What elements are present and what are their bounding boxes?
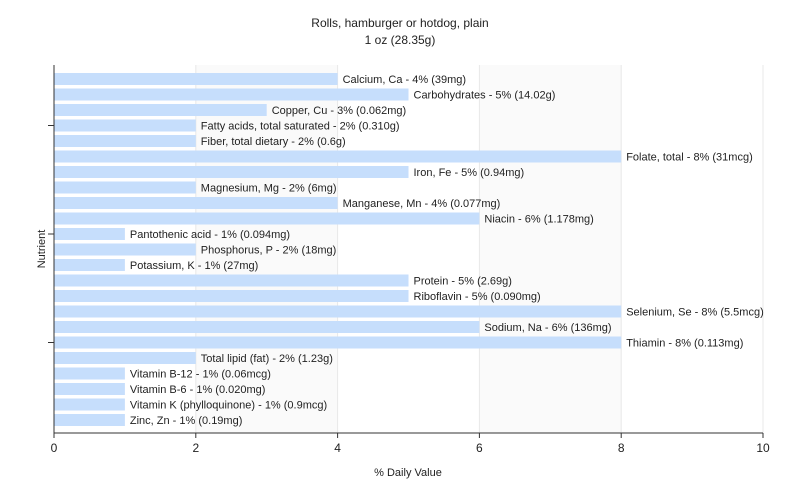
bar <box>54 367 125 380</box>
bar-label: Thiamin - 8% (0.113mg) <box>626 338 743 350</box>
bar-label: Total lipid (fat) - 2% (1.23g) <box>201 353 333 365</box>
bar <box>54 321 480 333</box>
bar <box>54 414 125 426</box>
bar <box>54 259 125 271</box>
bar-label: Phosphorus, P - 2% (18mg) <box>201 245 337 257</box>
bar-label: Sodium, Na - 6% (136mg) <box>484 322 611 334</box>
bar <box>54 305 622 318</box>
bar <box>54 243 196 256</box>
bar-label: Manganese, Mn - 4% (0.077mg) <box>343 198 501 210</box>
x-tick-label: 6 <box>476 441 483 455</box>
grid <box>53 65 764 433</box>
bar-label: Pantothenic acid - 1% (0.094mg) <box>130 229 290 241</box>
bar-label: Niacin - 6% (1.178mg) <box>484 214 593 226</box>
grid-band <box>195 65 338 433</box>
bar <box>54 228 125 240</box>
bar <box>54 104 267 116</box>
bar <box>54 150 622 163</box>
x-tick-label: 4 <box>334 441 341 455</box>
x-tick-label: 10 <box>756 441 770 455</box>
bar <box>54 88 409 101</box>
x-axis-title: % Daily Value <box>374 467 442 479</box>
bar <box>54 290 409 302</box>
bar-label: Copper, Cu - 3% (0.062mg) <box>272 105 407 117</box>
bar-label: Vitamin K (phylloquinone) - 1% (0.9mcg) <box>130 400 327 412</box>
bar-label: Vitamin B-12 - 1% (0.06mcg) <box>130 369 271 381</box>
grid-band <box>479 65 622 433</box>
bar-label: Vitamin B-6 - 1% (0.020mg) <box>130 384 266 396</box>
y-axis-title: Nutrient <box>36 230 48 269</box>
bar-label: Iron, Fe - 5% (0.94mg) <box>414 167 525 179</box>
bar <box>54 212 480 225</box>
chart-title: Rolls, hamburger or hotdog, plain <box>311 16 488 30</box>
chart-subtitle: 1 oz (28.35g) <box>365 33 436 47</box>
bar-label: Protein - 5% (2.69g) <box>414 276 512 288</box>
bar <box>54 181 196 194</box>
bar-label: Folate, total - 8% (31mcg) <box>626 152 753 164</box>
bar-label: Magnesium, Mg - 2% (6mg) <box>201 183 337 195</box>
bar <box>54 352 196 364</box>
bar <box>54 135 196 147</box>
x-tick-label: 0 <box>51 441 58 455</box>
bar <box>54 119 196 132</box>
bar <box>54 274 409 287</box>
x-tick-label: 2 <box>192 441 199 455</box>
bar <box>54 73 338 85</box>
bar <box>54 166 409 178</box>
bar-label: Calcium, Ca - 4% (39mg) <box>343 74 466 86</box>
bar <box>54 336 622 349</box>
bar-label: Riboflavin - 5% (0.090mg) <box>414 291 541 303</box>
bar-label: Carbohydrates - 5% (14.02g) <box>414 90 556 102</box>
axes: 0 2 4 6 8 10 <box>48 65 770 455</box>
bar-label: Selenium, Se - 8% (5.5mcg) <box>626 307 764 319</box>
bar-label: Zinc, Zn - 1% (0.19mg) <box>130 415 242 427</box>
bar <box>54 398 125 411</box>
x-tick-label: 8 <box>618 441 625 455</box>
bar <box>54 197 338 209</box>
bar <box>54 383 125 395</box>
bar-labels: Calcium, Ca - 4% (39mg) Carbohydrates - 5… <box>130 74 764 427</box>
bars <box>54 73 622 426</box>
bar-label: Potassium, K - 1% (27mg) <box>130 260 258 272</box>
bar-label: Fatty acids, total saturated - 2% (0.310… <box>201 121 400 133</box>
bar-label: Fiber, total dietary - 2% (0.6g) <box>201 136 346 148</box>
